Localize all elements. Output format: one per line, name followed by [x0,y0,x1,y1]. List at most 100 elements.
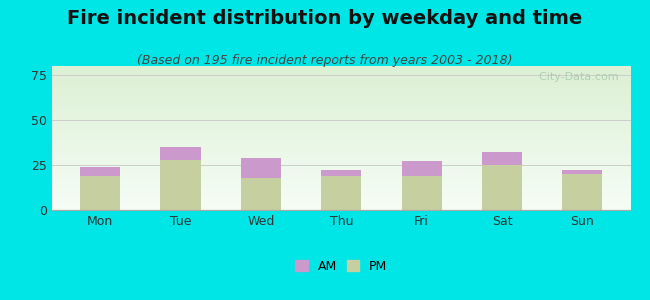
Bar [52,141,630,142]
Bar [52,88,630,89]
Bar [52,99,630,100]
Text: (Based on 195 fire incident reports from years 2003 - 2018): (Based on 195 fire incident reports from… [137,54,513,67]
Legend: AM, PM: AM, PM [295,260,387,273]
Bar [52,110,630,111]
Bar [52,187,630,188]
Bar [52,201,630,202]
Bar [52,150,630,151]
Bar [52,173,630,174]
Bar [52,154,630,155]
Bar [52,95,630,96]
Bar [52,130,630,131]
Bar [52,146,630,147]
Bar [52,85,630,86]
Bar [52,85,630,86]
Bar [52,129,630,130]
Bar [52,171,630,172]
Bar [52,162,630,163]
Bar [52,197,630,198]
Bar [52,151,630,152]
Bar [52,208,630,209]
Bar [52,157,630,158]
Bar [52,111,630,112]
Bar [52,198,630,199]
Bar [161,160,201,210]
Bar [52,82,630,83]
Bar [52,73,630,74]
Bar [52,199,630,200]
Bar [52,121,630,122]
Bar [52,125,630,126]
Bar [52,113,630,114]
Bar [52,180,630,181]
Bar [52,203,630,204]
Bar [52,96,630,97]
Bar [52,89,630,90]
Bar [52,152,630,153]
Bar [52,79,630,80]
Bar [80,167,120,176]
Bar [52,108,630,109]
Bar [52,70,630,71]
Bar [52,92,630,93]
Bar [52,207,630,208]
Bar [52,105,630,106]
Bar [402,161,442,176]
Bar [240,178,281,210]
Bar [52,178,630,179]
Bar [52,147,630,148]
Bar [161,147,201,160]
Bar [52,122,630,123]
Bar [52,86,630,87]
Bar [52,186,630,187]
Bar [52,97,630,98]
Bar [52,204,630,205]
Bar [240,158,281,178]
Bar [562,174,603,210]
Bar [52,124,630,125]
Bar [52,104,630,105]
Bar [52,107,630,108]
Bar [52,75,630,76]
Bar [52,135,630,136]
Bar [482,165,522,210]
Bar [52,72,630,73]
Bar [52,193,630,194]
Bar [52,169,630,170]
Bar [52,191,630,192]
Bar [52,101,630,102]
Bar [52,74,630,75]
Bar [52,140,630,141]
Bar [52,175,630,176]
Bar [52,200,630,201]
Bar [52,68,630,69]
Text: City-Data.com: City-Data.com [532,72,619,82]
Bar [52,128,630,129]
Bar [52,112,630,113]
Bar [52,184,630,185]
Bar [52,123,630,124]
Bar [52,205,630,206]
Bar [52,119,630,120]
Bar [52,136,630,137]
Bar [52,166,630,167]
Bar [52,117,630,118]
Bar [52,189,630,190]
Bar [52,209,630,210]
Bar [52,182,630,183]
Bar [52,76,630,77]
Bar [52,98,630,99]
Bar [52,165,630,166]
Bar [52,181,630,182]
Bar [321,176,361,210]
Bar [52,174,630,175]
Bar [52,77,630,78]
Bar [52,127,630,128]
Bar [52,102,630,103]
Bar [52,84,630,85]
Bar [52,66,630,67]
Bar [52,71,630,72]
Bar [52,106,630,107]
Bar [52,170,630,171]
Bar [52,132,630,133]
